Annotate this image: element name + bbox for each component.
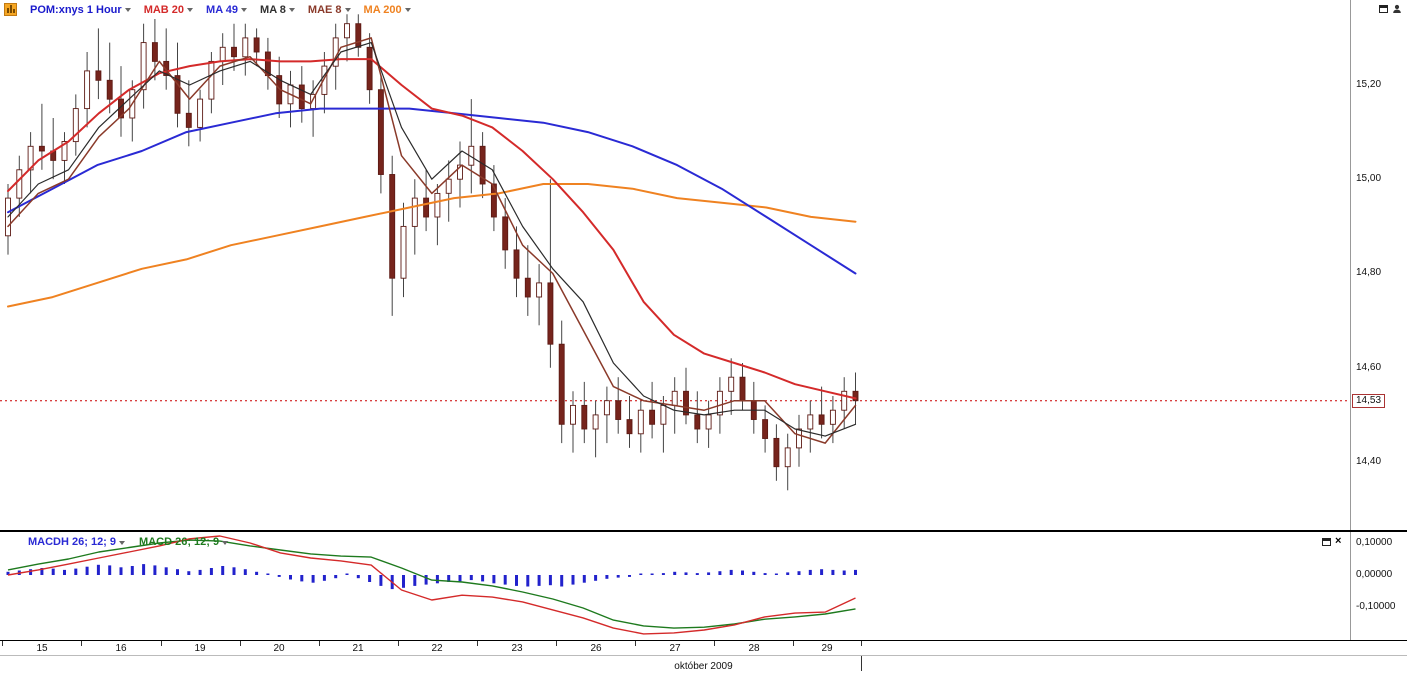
ma-line-mae-8 [7, 37, 857, 444]
indicator-selector-ma-200[interactable]: MA 200 [364, 4, 411, 16]
indicator-label: MACDH 26; 12; 9 [28, 536, 117, 548]
macd-close-icon[interactable]: × [1335, 535, 1342, 547]
price-tick-label: 15,20 [1356, 79, 1382, 90]
date-label: 28 [748, 643, 760, 654]
date-label: 16 [115, 643, 127, 654]
date-tick [2, 641, 3, 646]
macd-line [7, 539, 856, 629]
indicator-label: MA 8 [260, 3, 286, 16]
indicator-selector-ma-8[interactable]: MA 8 [260, 4, 295, 16]
macd-signal-line [7, 535, 856, 635]
indicator-selector-mab-20[interactable]: MAB 20 [143, 3, 194, 16]
macd-window-controls: × [1322, 535, 1342, 547]
date-axis: 15 16 19 20 21 22 23 26 27 28 29 [0, 640, 1407, 656]
ma-line-ma-49 [7, 107, 857, 275]
chart-type-icon[interactable] [4, 3, 17, 16]
date-tick [240, 641, 241, 646]
date-tick [793, 641, 794, 646]
current-price-badge: 14,53 [1352, 394, 1386, 408]
panel-splitter[interactable] [0, 530, 1407, 532]
price-tick-label: 14,60 [1356, 362, 1382, 373]
chevron-down-icon [241, 8, 248, 12]
indicator-selector-ma-49[interactable]: MA 49 [206, 3, 248, 16]
date-tick [81, 641, 82, 646]
indicator-label: MAE 8 [307, 3, 342, 16]
ma-line-mab-20 [7, 58, 857, 400]
date-label: 15 [36, 643, 48, 654]
macd-pane [6, 535, 857, 635]
month-tick [861, 656, 862, 671]
chevron-down-icon [288, 8, 295, 12]
user-icon[interactable] [1392, 4, 1402, 14]
macd-tick-label: 0,10000 [1356, 537, 1393, 548]
ma-line-ma-8 [7, 41, 857, 437]
macd-restore-icon[interactable] [1322, 537, 1331, 546]
chevron-down-icon [124, 8, 131, 12]
macd-indicator-selector-macdh-26-12-9[interactable]: MACDH 26; 12; 9 [28, 536, 126, 548]
date-label: 23 [511, 643, 523, 654]
date-tick [861, 641, 862, 646]
main-window-controls [1379, 4, 1402, 14]
chart-toolbar: POM:xnys 1 Hour MAB 20 MA 49 MA 8 MAE 8 MA 2… [4, 3, 411, 16]
chevron-down-icon [222, 540, 229, 545]
month-label: október 2009 [674, 661, 733, 672]
date-label: 19 [194, 643, 206, 654]
ma-line-ma-200 [7, 183, 857, 308]
indicator-label: MAB 20 [143, 3, 185, 16]
date-tick [319, 641, 320, 646]
month-row: október 2009 [0, 655, 1407, 672]
axis-divider [1350, 0, 1351, 640]
date-tick [635, 641, 636, 646]
date-label: 26 [590, 643, 602, 654]
indicator-label: MA 200 [363, 3, 402, 16]
indicator-label: MA 49 [206, 3, 239, 16]
date-label: 20 [273, 643, 285, 654]
macd-indicator-selector-macd-26-12-9[interactable]: MACD 26; 12; 9 [139, 536, 229, 548]
candles [5, 14, 859, 491]
price-tick-label: 14,80 [1356, 267, 1382, 278]
chevron-down-icon [344, 8, 351, 12]
date-label: 21 [352, 643, 364, 654]
price-tick-label: 14,40 [1356, 456, 1382, 467]
date-label: 27 [669, 643, 681, 654]
indicator-selector-mae-8[interactable]: MAE 8 [308, 4, 351, 16]
date-label: 22 [431, 643, 443, 654]
macd-tick-label: -0,10000 [1356, 601, 1396, 612]
date-label: 29 [821, 643, 833, 654]
date-tick [477, 641, 478, 646]
macd-histogram [6, 564, 857, 590]
date-tick [714, 641, 715, 646]
date-tick [161, 641, 162, 646]
restore-window-icon[interactable] [1379, 5, 1388, 13]
symbol-label: POM:xnys 1 Hour [30, 3, 122, 16]
symbol-selector[interactable]: POM:xnys 1 Hour [30, 4, 131, 16]
price-tick-label: 15,00 [1356, 173, 1382, 184]
indicator-label: MACD 26; 12; 9 [139, 536, 220, 548]
macd-toolbar: MACDH 26; 12; 9 MACD 26; 12; 9 [28, 536, 229, 548]
chevron-down-icon [404, 8, 411, 12]
chevron-down-icon [187, 8, 194, 12]
chevron-down-icon [119, 540, 126, 545]
price-pane [0, 14, 1350, 491]
macd-tick-label: 0,00000 [1356, 569, 1393, 580]
date-tick [398, 641, 399, 646]
date-tick [556, 641, 557, 646]
